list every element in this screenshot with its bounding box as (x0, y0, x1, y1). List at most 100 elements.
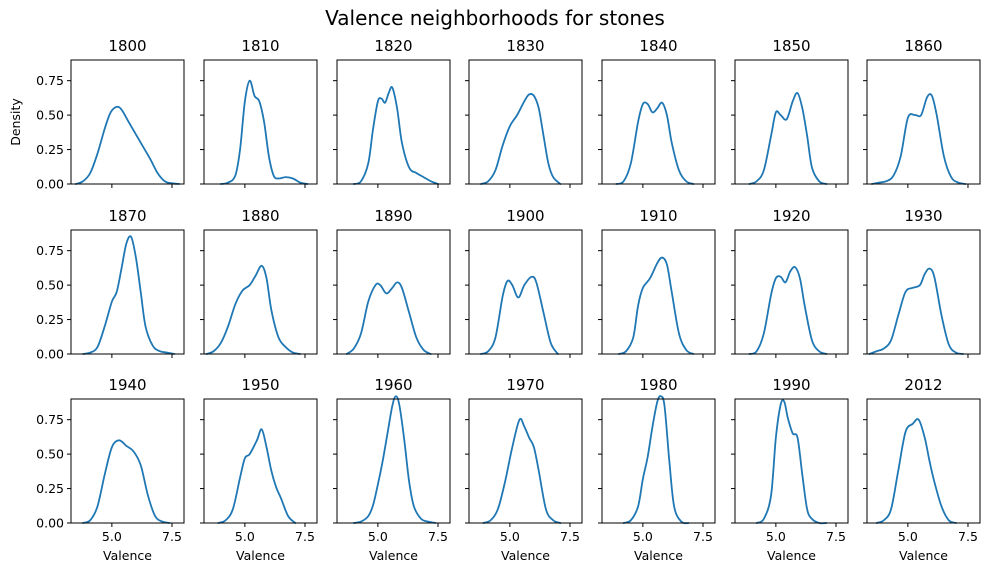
kde-curve-1930 (868, 267, 965, 355)
axes-frame (601, 398, 716, 524)
x-axis-label: Valence (634, 548, 683, 563)
panel-title: 1850 (772, 37, 810, 55)
panel-title: 1980 (639, 376, 677, 394)
axes-frame (336, 398, 451, 524)
y-tick-label: 0.00 (36, 347, 64, 362)
kde-curve-1830 (480, 92, 562, 185)
panel-1960: 1960 5.0 7.5 Valence (333, 376, 451, 563)
panel-1830: 1830 (465, 37, 583, 188)
panel-1890: 1890 (333, 207, 451, 358)
panel-title: 1830 (506, 37, 544, 55)
y-tick-label: 0.25 (36, 481, 64, 496)
axes-frame (203, 398, 318, 524)
axes-frame (866, 229, 981, 355)
y-tick-label: 0.50 (36, 447, 64, 462)
y-tick-label: 0.00 (36, 177, 64, 192)
panel-1950: 1950 5.0 7.5 Valence (200, 376, 318, 563)
panel-title: 2012 (904, 376, 942, 394)
axes-frame (734, 59, 849, 185)
x-tick-label: 7.5 (560, 529, 580, 544)
axes-frame (468, 229, 583, 355)
axes-frame (866, 59, 981, 185)
panel-2012: 2012 5.0 7.5 Valence (863, 376, 981, 563)
panel-title: 1890 (374, 207, 412, 225)
x-tick-label: 7.5 (826, 529, 846, 544)
kde-curve-1990 (755, 399, 828, 525)
axes-frame (468, 59, 583, 185)
x-axis-label: Valence (767, 548, 816, 563)
figure-title: Valence neighborhoods for stones (325, 6, 665, 30)
kde-curve-1940 (82, 439, 171, 524)
panel-1920: 1920 (731, 207, 849, 358)
x-tick-label: 5.0 (500, 529, 520, 544)
x-tick-label: 7.5 (693, 529, 713, 544)
axes-frame (70, 229, 185, 355)
panel-1840: 1840 (598, 37, 716, 188)
panel-title: 1970 (506, 376, 544, 394)
axes-frame (734, 398, 849, 524)
x-tick-label: 7.5 (295, 529, 315, 544)
kde-curve-1900 (480, 275, 559, 355)
y-tick-label: 0.25 (36, 312, 64, 327)
x-tick-label: 5.0 (898, 529, 918, 544)
panel-1880: 1880 (200, 207, 318, 358)
panel-title: 1810 (241, 37, 279, 55)
panel-1970: 1970 5.0 7.5 Valence (465, 376, 583, 563)
x-tick-label: 7.5 (162, 529, 182, 544)
panel-1870: 1870 0.00 0.25 0.50 0.75 (36, 207, 185, 362)
axes-frame (336, 229, 451, 355)
kde-curve-1880 (205, 264, 302, 355)
axes-frame (336, 59, 451, 185)
panel-1910: 1910 (598, 207, 716, 358)
kde-curve-1820 (352, 86, 439, 185)
panel-title: 1800 (108, 37, 146, 55)
panel-1810: 1810 (200, 37, 318, 188)
y-tick-label: 0.25 (36, 142, 64, 157)
panel-title: 1870 (108, 207, 146, 225)
kde-curve-1890 (345, 281, 432, 355)
x-tick-label: 5.0 (368, 529, 388, 544)
y-tick-label: 0.75 (36, 412, 64, 427)
axes-frame (601, 229, 716, 355)
y-tick-label: 0.75 (36, 243, 64, 258)
panel-title: 1880 (241, 207, 279, 225)
y-axis-label: Density (8, 98, 23, 146)
x-tick-label: 5.0 (766, 529, 786, 544)
x-tick-label: 5.0 (633, 529, 653, 544)
kde-curve-1950 (217, 428, 297, 524)
axes-frame (70, 398, 185, 524)
y-tick-label: 0.50 (36, 108, 64, 123)
y-tick-label: 0.75 (36, 73, 64, 88)
panel-1850: 1850 (731, 37, 849, 188)
panel-1940: 1940 0.00 0.25 0.50 0.75 5.0 7.5 Valence (36, 376, 185, 563)
axes-frame (70, 59, 185, 185)
panel-title: 1940 (108, 376, 146, 394)
kde-curve-1810 (219, 79, 309, 185)
panel-1820: 1820 (333, 37, 451, 188)
panel-title: 1960 (374, 376, 412, 394)
kde-curve-1860 (870, 93, 967, 185)
kde-curve-1910 (617, 256, 695, 355)
x-axis-label: Valence (236, 548, 285, 563)
y-tick-label: 0.00 (36, 516, 64, 531)
y-tick-label: 0.50 (36, 278, 64, 293)
axes-frame (601, 59, 716, 185)
x-axis-label: Valence (103, 548, 152, 563)
x-axis-label: Valence (899, 548, 948, 563)
axes-frame (203, 229, 318, 355)
kde-curve-1920 (748, 266, 828, 355)
axes-frame (734, 229, 849, 355)
panel-1930: 1930 (863, 207, 981, 358)
panel-1990: 1990 5.0 7.5 Valence (731, 376, 849, 563)
kde-curve-2012 (875, 418, 957, 524)
panel-1980: 1980 5.0 7.5 Valence (598, 376, 716, 563)
panel-title: 1950 (241, 376, 279, 394)
panel-1900: 1900 (465, 207, 583, 358)
x-tick-label: 5.0 (235, 529, 255, 544)
panel-title: 1920 (772, 207, 810, 225)
panel-title: 1930 (904, 207, 942, 225)
axes-frame (468, 398, 583, 524)
x-tick-label: 7.5 (958, 529, 978, 544)
kde-curve-1850 (748, 92, 828, 185)
